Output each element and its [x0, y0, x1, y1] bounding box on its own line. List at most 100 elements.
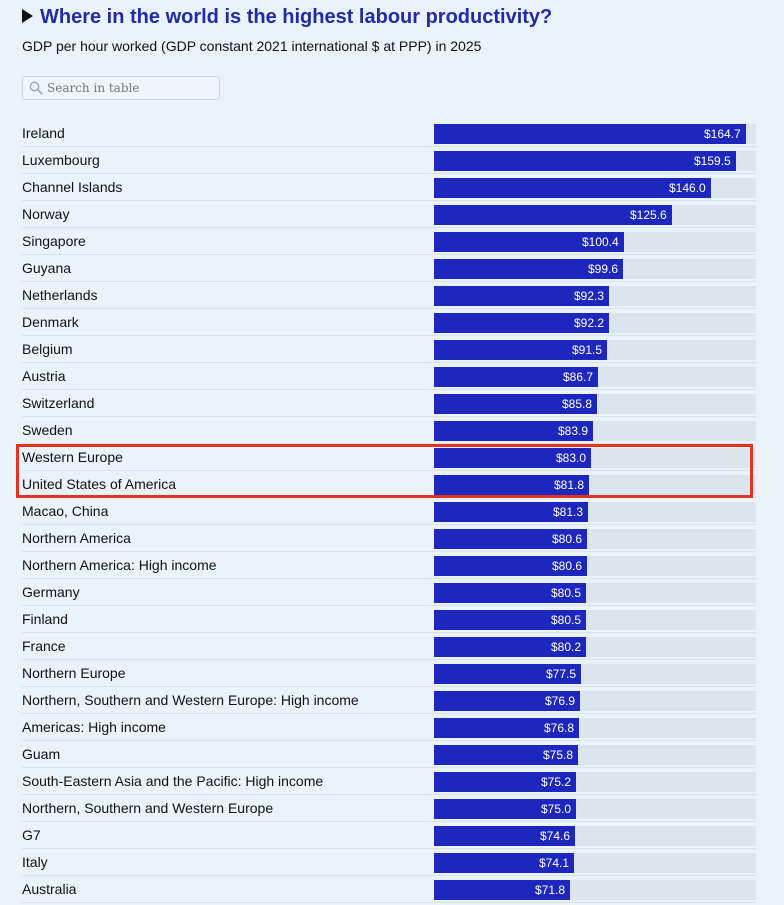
bar-track: $81.8: [434, 475, 756, 495]
row-label: Northern America: High income: [22, 557, 217, 573]
table-row: Guam $75.8: [0, 741, 784, 768]
table-row: Western Europe $83.0: [0, 444, 784, 471]
bar: [434, 664, 581, 684]
bar-track: $81.3: [434, 502, 756, 522]
bar-value-label: $75.0: [541, 802, 572, 816]
bar-value-label: $85.8: [562, 397, 593, 411]
expand-triangle-icon[interactable]: [22, 9, 33, 23]
bar-track: $76.8: [434, 718, 756, 738]
row-divider: [22, 443, 756, 444]
row-divider: [22, 659, 756, 660]
row-label: France: [22, 638, 66, 654]
table-row: Luxembourg $159.5: [0, 147, 784, 174]
table-search-box[interactable]: [22, 76, 220, 100]
row-divider: [22, 308, 756, 309]
row-label: Channel Islands: [22, 179, 123, 195]
table-row: Italy $74.1: [0, 849, 784, 876]
bar: [434, 313, 609, 333]
bar-value-label: $100.4: [582, 235, 619, 249]
bar: [434, 556, 587, 576]
bar-track: $99.6: [434, 259, 756, 279]
table-row: Northern America $80.6: [0, 525, 784, 552]
row-divider: [22, 362, 756, 363]
chart-title-text: Where in the world is the highest labour…: [40, 6, 553, 28]
row-label: Sweden: [22, 422, 73, 438]
table-row: Finland $80.5: [0, 606, 784, 633]
bar: [434, 151, 736, 171]
bar: [434, 583, 586, 603]
row-divider: [22, 470, 756, 471]
bar-value-label: $75.2: [541, 775, 572, 789]
row-divider: [22, 767, 756, 768]
bar-track: $86.7: [434, 367, 756, 387]
bar-track: $100.4: [434, 232, 756, 252]
row-label: Guyana: [22, 260, 72, 276]
bar-value-label: $99.6: [588, 262, 619, 276]
row-divider: [22, 551, 756, 552]
bar-track: $125.6: [434, 205, 756, 225]
bar-track: $71.8: [434, 880, 756, 900]
row-label: Americas: High income: [22, 719, 166, 735]
bar-value-label: $74.1: [539, 856, 570, 870]
highlight-box: [16, 444, 753, 498]
table-row: Netherlands $92.3: [0, 282, 784, 309]
row-divider: [22, 794, 756, 795]
bar-track: $80.6: [434, 529, 756, 549]
bar-value-label: $80.6: [552, 532, 583, 546]
bar: [434, 178, 711, 198]
row-label: United States of America: [22, 476, 177, 492]
table-row: Ireland $164.7: [0, 120, 784, 147]
row-divider: [22, 281, 756, 282]
bar: [434, 529, 587, 549]
bar: [434, 691, 580, 711]
table-row: Norway $125.6: [0, 201, 784, 228]
row-divider: [22, 416, 756, 417]
bar-track: $80.2: [434, 637, 756, 657]
row-divider: [22, 227, 756, 228]
bar-value-label: $76.9: [545, 694, 576, 708]
table-row: South-Eastern Asia and the Pacific: High…: [0, 768, 784, 795]
bar-track: $146.0: [434, 178, 756, 198]
row-label: Norway: [22, 206, 70, 222]
bar-value-label: $81.3: [553, 505, 584, 519]
row-label: Italy: [22, 854, 48, 870]
row-label: Singapore: [22, 233, 86, 249]
bar-track: $92.3: [434, 286, 756, 306]
bar-track: $80.6: [434, 556, 756, 576]
search-icon: [29, 81, 43, 95]
bar-track: $164.7: [434, 124, 756, 144]
bar: [434, 421, 593, 441]
row-label: Ireland: [22, 125, 65, 141]
bar-value-label: $83.9: [558, 424, 589, 438]
bar-value-label: $92.3: [574, 289, 605, 303]
table-row: Guyana $99.6: [0, 255, 784, 282]
row-label: Northern, Southern and Western Europe: [22, 800, 274, 816]
table-row: Switzerland $85.8: [0, 390, 784, 417]
bar-value-label: $86.7: [563, 370, 594, 384]
bar-value-label: $71.8: [535, 883, 566, 897]
bar-track: $83.0: [434, 448, 756, 468]
table-row: Northern, Southern and Western Europe: H…: [0, 687, 784, 714]
bar-value-label: $80.2: [551, 640, 582, 654]
bar-value-label: $81.8: [554, 478, 585, 492]
row-label: Western Europe: [22, 449, 123, 465]
row-divider: [22, 389, 756, 390]
bar-track: $85.8: [434, 394, 756, 414]
bar-track: $91.5: [434, 340, 756, 360]
bar: [434, 880, 570, 900]
search-input[interactable]: [47, 78, 215, 98]
bar-value-label: $80.6: [552, 559, 583, 573]
bar: [434, 394, 597, 414]
bar: [434, 232, 624, 252]
row-divider: [22, 254, 756, 255]
row-divider: [22, 902, 756, 903]
row-divider: [22, 848, 756, 849]
bar-track: $80.5: [434, 610, 756, 630]
bar-value-label: $92.2: [574, 316, 605, 330]
row-divider: [22, 200, 756, 201]
bar: [434, 124, 746, 144]
table-row: Channel Islands $146.0: [0, 174, 784, 201]
bar: [434, 637, 586, 657]
bar: [434, 745, 578, 765]
